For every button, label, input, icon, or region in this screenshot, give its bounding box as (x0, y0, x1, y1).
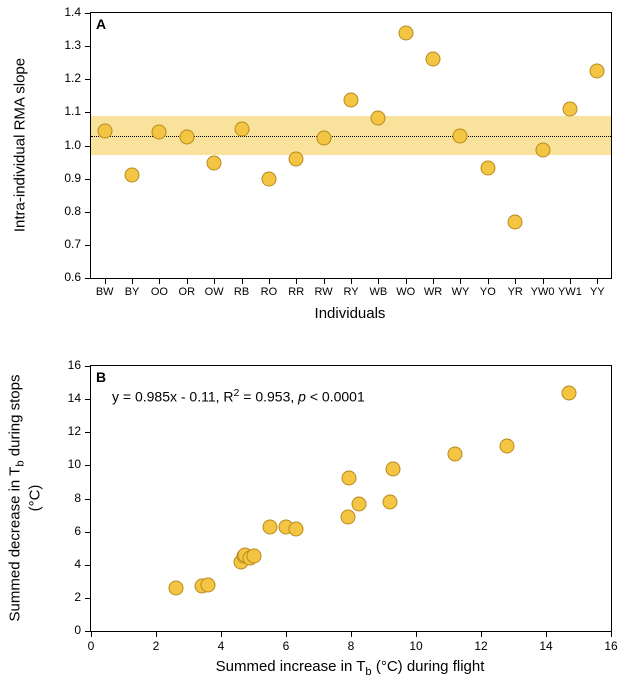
data-point (535, 143, 550, 158)
data-point (426, 52, 441, 67)
y-tick-label: 1.2 (41, 71, 81, 85)
panel-b-y-label: Summed decrease in Tb during stops (°C) (7, 365, 44, 630)
regression-equation: y = 0.985x - 0.11, R2 = 0.953, p < 0.000… (112, 387, 365, 405)
data-point (168, 580, 183, 595)
x-tick-label: OR (173, 286, 201, 298)
x-tick-label: YW1 (556, 286, 584, 298)
data-point (262, 520, 277, 535)
y-tick-label: 4 (51, 557, 81, 571)
data-point (179, 130, 194, 145)
panel-b-letter: B (96, 369, 106, 385)
data-point (508, 214, 523, 229)
y-tick-label: 14 (51, 391, 81, 405)
data-point (97, 123, 112, 138)
data-point (453, 129, 468, 144)
y-tick-label: 2 (51, 590, 81, 604)
y-tick-label: 0 (51, 623, 81, 637)
x-tick-label: 16 (599, 639, 623, 653)
x-tick-label: YY (583, 286, 611, 298)
data-point (371, 111, 386, 126)
data-point (344, 92, 359, 107)
data-point (500, 439, 515, 454)
y-tick-label: 1.1 (41, 104, 81, 118)
y-tick-label: 1.3 (41, 38, 81, 52)
x-tick-label: WB (364, 286, 392, 298)
x-tick-label: RR (282, 286, 310, 298)
panel-b-plot: 02468101214160246810121416 (90, 365, 612, 632)
x-tick-label: OW (200, 286, 228, 298)
y-tick-label: 1.4 (41, 5, 81, 19)
panel-a-x-label: Individuals (90, 305, 610, 322)
panel-b-x-label: Summed increase in Tb (°C) during flight (90, 658, 610, 678)
data-point (561, 385, 576, 400)
y-tick-label: 16 (51, 358, 81, 372)
y-tick-label: 0.8 (41, 204, 81, 218)
x-tick-label: 14 (534, 639, 558, 653)
data-point (398, 25, 413, 40)
x-tick-label: WR (419, 286, 447, 298)
data-point (125, 167, 140, 182)
data-point (152, 125, 167, 140)
x-tick-label: 8 (339, 639, 363, 653)
x-tick-label: WO (392, 286, 420, 298)
data-point (448, 446, 463, 461)
data-point (207, 155, 222, 170)
data-point (590, 63, 605, 78)
data-point (342, 470, 357, 485)
y-tick-label: 0.7 (41, 237, 81, 251)
x-tick-label: 0 (79, 639, 103, 653)
data-point (246, 549, 261, 564)
data-point (288, 522, 303, 537)
y-tick-label: 1.0 (41, 138, 81, 152)
data-point (261, 171, 276, 186)
x-tick-label: 12 (469, 639, 493, 653)
data-point (352, 497, 367, 512)
y-tick-label: 0.9 (41, 171, 81, 185)
x-tick-label: YW0 (529, 286, 557, 298)
x-tick-label: 10 (404, 639, 428, 653)
x-tick-label: YR (501, 286, 529, 298)
x-tick-label: OO (145, 286, 173, 298)
x-tick-label: 4 (209, 639, 233, 653)
panel-a-letter: A (96, 16, 106, 32)
y-tick-label: 8 (51, 491, 81, 505)
y-tick-label: 10 (51, 457, 81, 471)
data-point (316, 131, 331, 146)
x-tick-label: 2 (144, 639, 168, 653)
y-tick-label: 6 (51, 524, 81, 538)
x-tick-label: BW (91, 286, 119, 298)
mean-line (91, 136, 611, 137)
data-point (480, 161, 495, 176)
x-tick-label: WY (446, 286, 474, 298)
x-tick-label: BY (118, 286, 146, 298)
data-point (562, 102, 577, 117)
data-point (386, 461, 401, 476)
x-tick-label: RY (337, 286, 365, 298)
data-point (340, 509, 355, 524)
x-tick-label: RW (310, 286, 338, 298)
x-tick-label: RB (228, 286, 256, 298)
data-point (234, 121, 249, 136)
panel-a-y-label: Intra-individual RMA slope (12, 12, 29, 277)
y-tick-label: 12 (51, 424, 81, 438)
x-tick-label: 6 (274, 639, 298, 653)
data-point (201, 578, 216, 593)
panel-a-plot: 0.60.70.80.91.01.11.21.31.4BWBYOOOROWRBR… (90, 12, 612, 279)
data-point (289, 151, 304, 166)
data-point (383, 494, 398, 509)
x-tick-label: YO (474, 286, 502, 298)
y-tick-label: 0.6 (41, 270, 81, 284)
x-tick-label: RO (255, 286, 283, 298)
